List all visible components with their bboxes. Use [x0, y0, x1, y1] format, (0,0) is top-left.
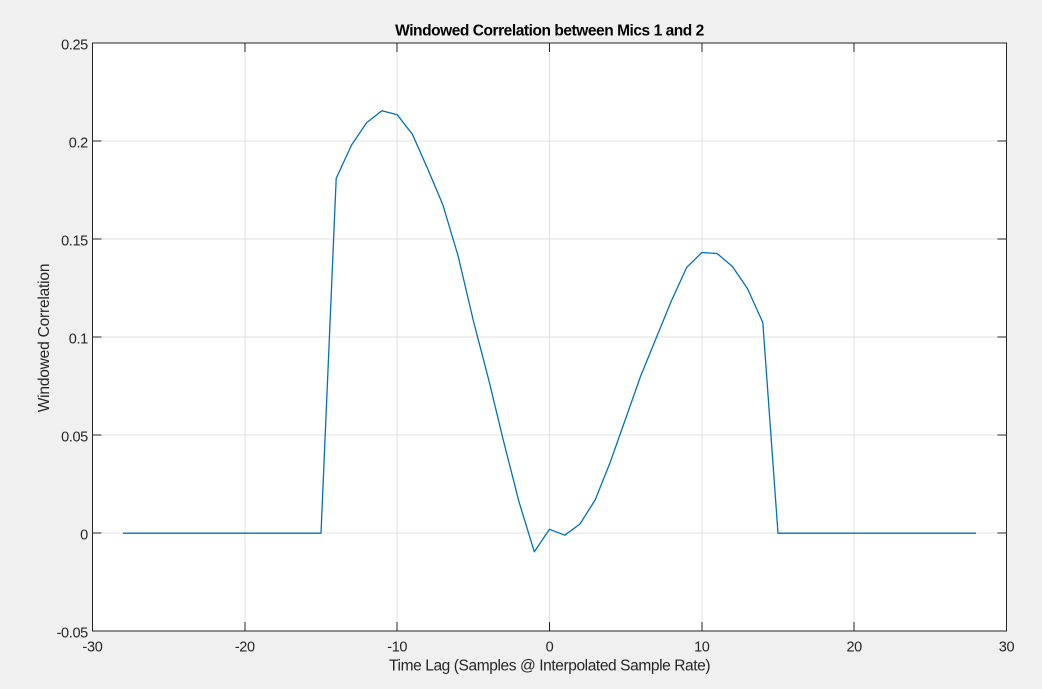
svg-text:-20: -20: [235, 640, 255, 656]
svg-text:0.1: 0.1: [69, 331, 88, 347]
svg-text:10: 10: [694, 640, 710, 656]
svg-text:-10: -10: [387, 640, 407, 656]
svg-text:Windowed Correlation: Windowed Correlation: [36, 264, 53, 413]
svg-text:-30: -30: [83, 640, 103, 656]
svg-text:0: 0: [80, 527, 88, 543]
svg-text:0.15: 0.15: [61, 233, 88, 249]
svg-text:0: 0: [546, 640, 554, 656]
svg-text:Windowed Correlation between M: Windowed Correlation between Mics 1 and …: [395, 23, 704, 40]
svg-text:0.25: 0.25: [61, 37, 88, 53]
svg-text:Time Lag (Samples @ Interpolat: Time Lag (Samples @ Interpolated Sample …: [389, 657, 710, 674]
svg-text:20: 20: [846, 640, 862, 656]
svg-text:0.05: 0.05: [61, 429, 88, 445]
svg-text:30: 30: [999, 640, 1015, 656]
svg-text:0.2: 0.2: [69, 135, 88, 151]
svg-text:-0.05: -0.05: [57, 625, 89, 641]
